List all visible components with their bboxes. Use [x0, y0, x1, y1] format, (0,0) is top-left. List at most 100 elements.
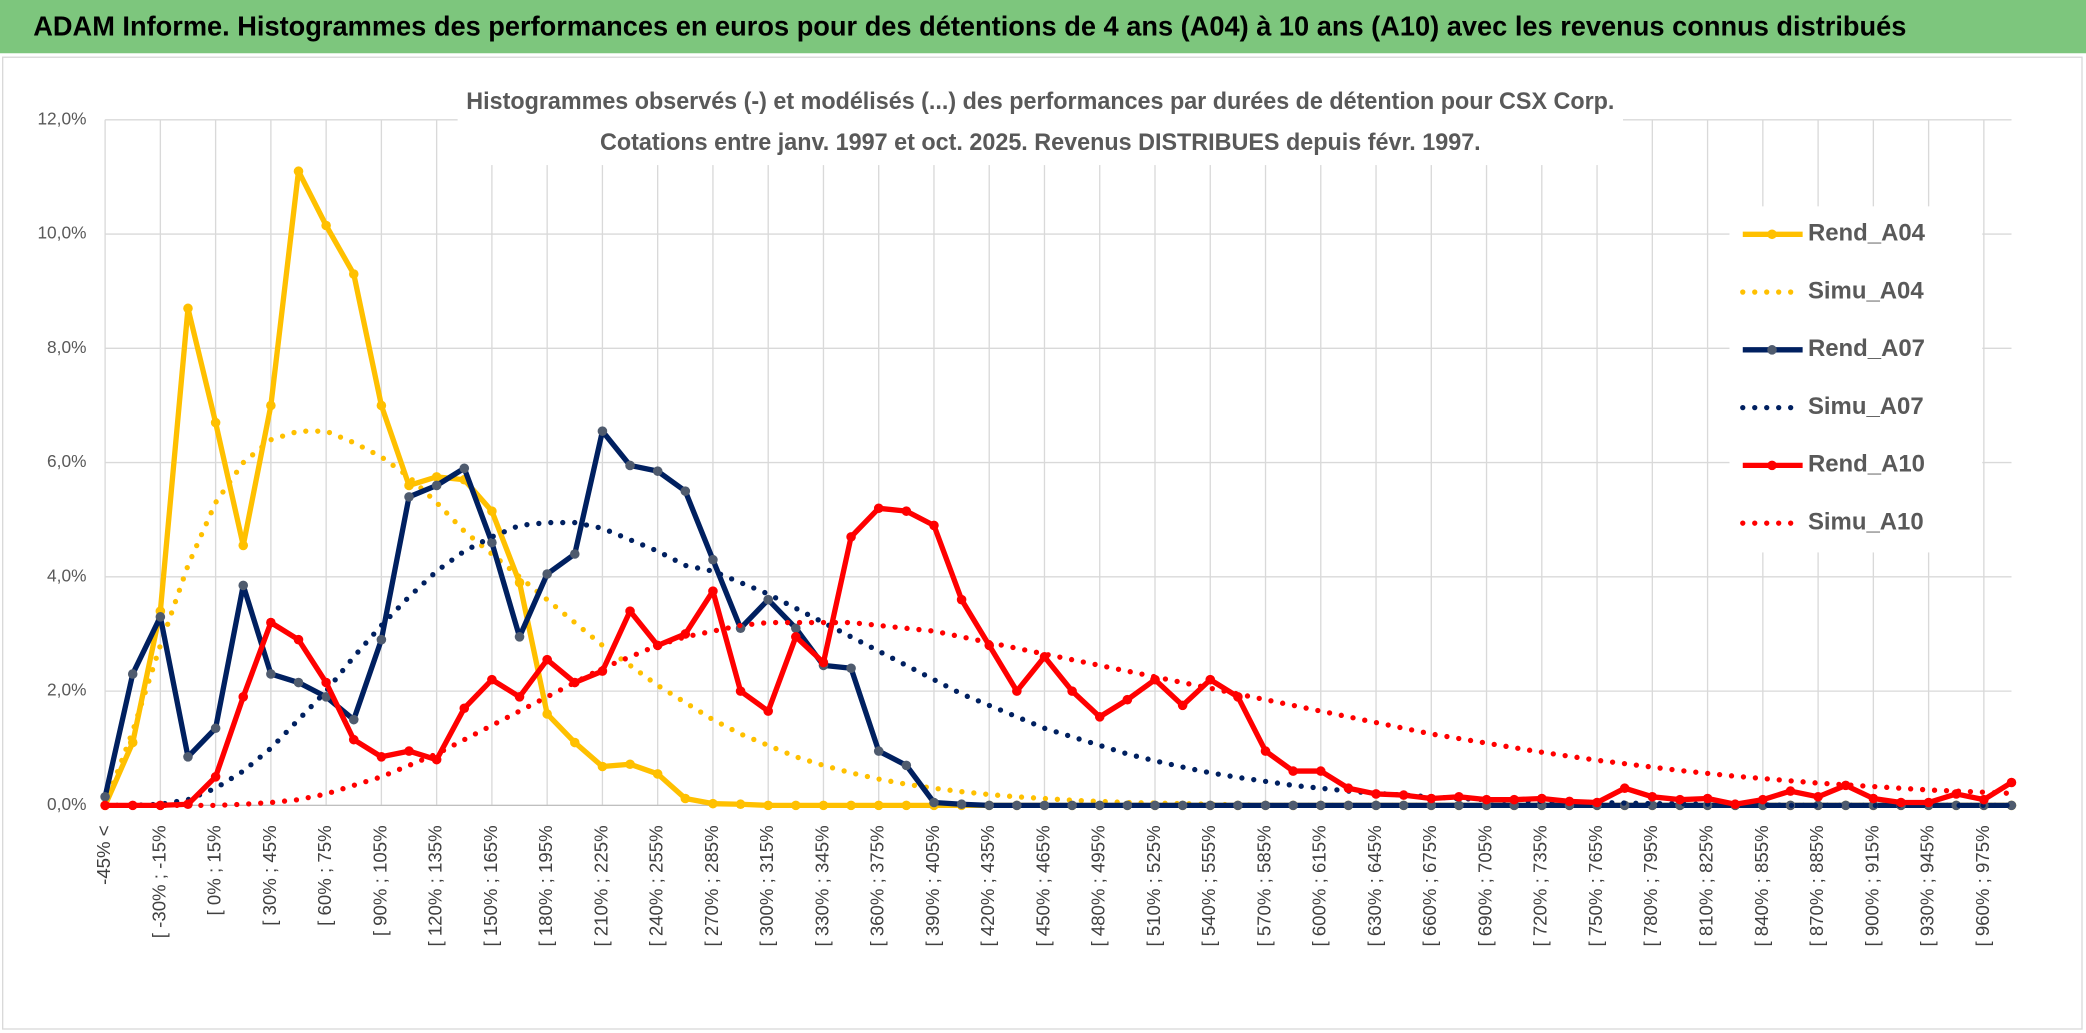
marker	[680, 486, 691, 496]
marker	[1315, 800, 1326, 811]
marker	[873, 503, 884, 514]
marker	[873, 746, 884, 756]
marker	[238, 692, 249, 702]
x-tick-label: [ 180% ; 195%	[535, 825, 556, 946]
legend-marker	[1767, 345, 1777, 355]
legend-label: Simu_A10	[1808, 508, 1924, 535]
marker	[818, 800, 829, 811]
marker	[1592, 797, 1602, 808]
marker	[514, 692, 525, 702]
x-tick-label: [ 390% ; 405%	[922, 825, 943, 946]
x-tick-label: [ 600% ; 615%	[1309, 825, 1330, 946]
marker	[1122, 694, 1133, 705]
x-tick-label: [ 570% ; 585%	[1253, 825, 1274, 946]
marker	[763, 594, 773, 605]
marker	[1758, 794, 1768, 805]
marker	[1343, 800, 1354, 811]
y-tick-label: 12,0%	[37, 108, 86, 128]
marker	[597, 761, 608, 772]
marker	[404, 480, 414, 491]
marker	[1702, 793, 1713, 804]
marker	[1288, 800, 1298, 811]
marker	[929, 520, 939, 531]
x-tick-label: [ 150% ; 165%	[480, 825, 501, 946]
marker	[901, 760, 912, 771]
x-tick-label: [ 750% ; 765%	[1585, 825, 1606, 946]
marker	[625, 759, 635, 770]
marker	[1840, 800, 1851, 811]
marker	[570, 737, 580, 748]
marker	[625, 460, 635, 471]
marker	[1371, 800, 1381, 811]
x-tick-label: [ 60% ; 75%	[314, 825, 335, 925]
marker	[321, 692, 331, 702]
marker	[210, 417, 221, 428]
marker	[1012, 686, 1022, 696]
x-tick-label: [ 540% ; 555%	[1198, 825, 1219, 946]
title-background	[457, 82, 1624, 166]
marker	[625, 606, 635, 616]
x-tick-label: [ 480% ; 495%	[1088, 825, 1109, 946]
marker	[183, 752, 193, 762]
x-tick-label: [ 360% ; 375%	[867, 825, 888, 946]
x-tick-label: -45% <	[93, 825, 114, 885]
legend: Rend_A04 Simu_A04 Rend_A07 Simu_A07 Rend_A10…	[1729, 206, 1983, 553]
marker	[487, 674, 497, 685]
marker	[708, 554, 718, 565]
y-tick-label: 2,0%	[47, 680, 86, 700]
marker	[1896, 797, 1906, 808]
marker	[1426, 800, 1437, 811]
x-tick-label: [ 210% ; 225%	[590, 825, 611, 946]
marker	[1537, 793, 1547, 804]
marker	[100, 792, 110, 802]
marker	[1840, 780, 1851, 791]
marker	[1205, 800, 1216, 811]
marker	[487, 537, 497, 548]
marker	[238, 540, 249, 551]
marker	[1233, 800, 1243, 811]
x-tick-label: [ 120% ; 135%	[425, 825, 446, 946]
marker	[1177, 700, 1188, 711]
marker	[266, 617, 276, 628]
series-line	[105, 505, 2013, 809]
legend-marker	[1767, 229, 1777, 240]
marker	[127, 800, 138, 811]
page-title: ADAM Informe. Histogrammes des performan…	[33, 10, 1906, 41]
x-tick-label: [ 660% ; 675%	[1419, 825, 1440, 946]
marker	[1426, 793, 1437, 804]
x-tick-label: [ 240% ; 255%	[646, 825, 667, 946]
marker	[735, 686, 746, 696]
marker	[183, 303, 193, 314]
marker	[735, 799, 746, 810]
marker	[1454, 800, 1464, 811]
marker	[348, 269, 359, 279]
marker	[1315, 766, 1326, 776]
marker	[514, 632, 525, 642]
marker	[487, 506, 497, 516]
marker	[929, 797, 939, 808]
marker	[542, 654, 552, 665]
plot	[100, 166, 2017, 811]
x-tick-label: [ 0% ; 15%	[204, 825, 225, 915]
marker	[791, 800, 801, 811]
marker	[2006, 800, 2017, 811]
marker	[1785, 786, 1796, 796]
legend-label: Simu_A07	[1808, 393, 1924, 420]
marker	[1454, 792, 1464, 802]
marker	[1371, 789, 1381, 799]
y-tick-label: 8,0%	[47, 337, 86, 357]
grid: 0,0% 2,0% 4,0% 6,0% 8,0% 10,0% 12,0% -45% < [ -3…	[37, 108, 2012, 947]
marker	[210, 772, 221, 782]
marker	[956, 594, 967, 605]
marker	[238, 580, 249, 591]
marker	[266, 400, 276, 411]
marker	[873, 800, 884, 811]
marker	[1343, 783, 1354, 794]
marker	[404, 746, 414, 756]
marker	[155, 800, 166, 811]
marker	[1094, 800, 1105, 811]
banner	[0, 0, 2086, 54]
legend-label: Simu_A04	[1808, 277, 1924, 304]
marker	[1260, 800, 1271, 811]
